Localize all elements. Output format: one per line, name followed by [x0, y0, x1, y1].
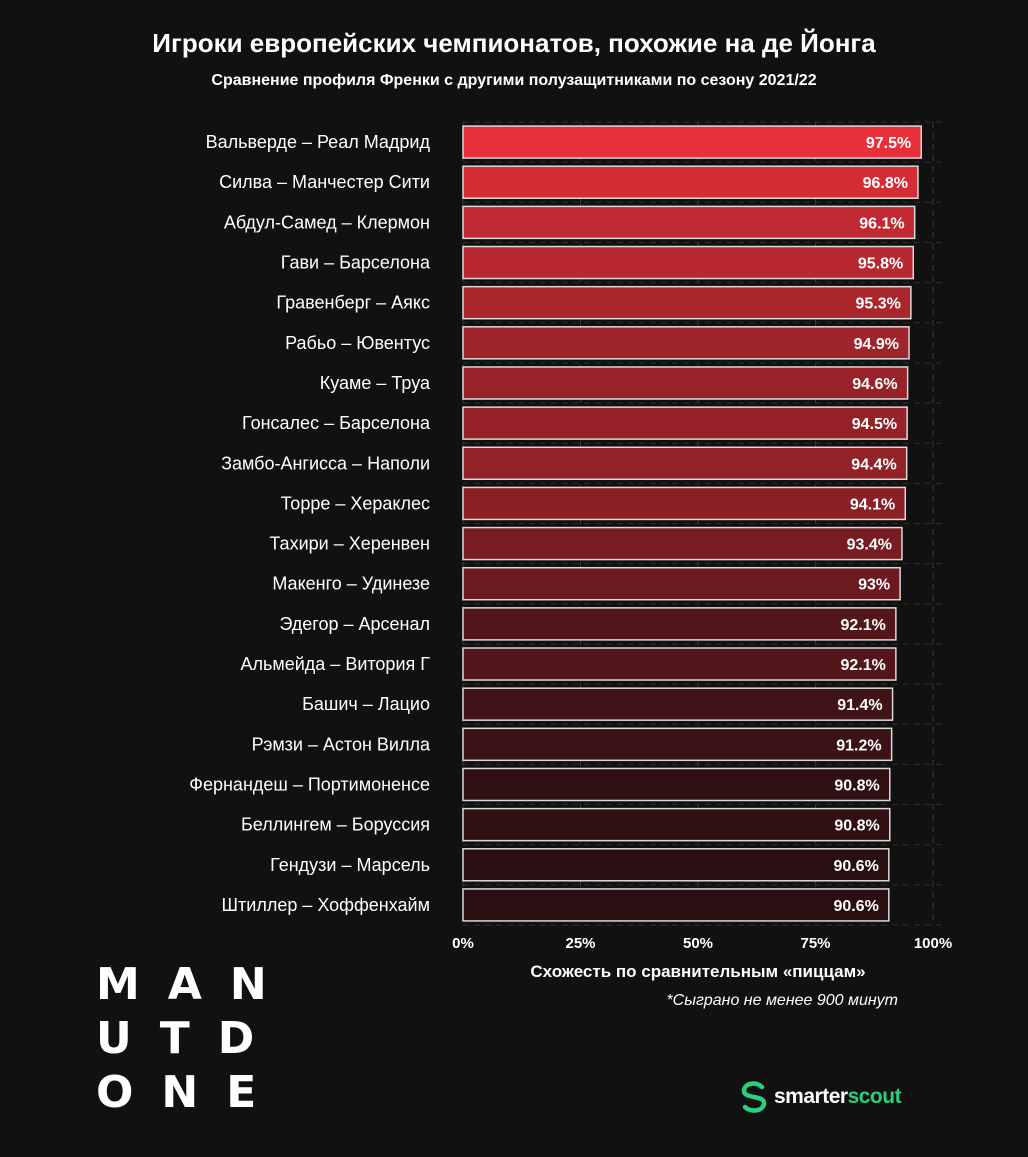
bar-value-label: 94.4%	[851, 456, 896, 473]
bar	[462, 446, 908, 481]
logo-line: ONE	[96, 1067, 285, 1118]
bar	[462, 285, 912, 320]
bar	[462, 165, 919, 199]
bar-chart: 0% 25% 50% 75% 100% Вальверде – Реал Мадрид 97…	[189, 121, 952, 981]
bar-value-label: 90.8%	[834, 818, 879, 835]
bar	[462, 245, 915, 280]
bar-value-label: 94.6%	[852, 376, 897, 393]
category-label: Гендузи – Марсель	[270, 855, 430, 875]
bar-value-label: 92.1%	[840, 657, 885, 674]
category-label: Торре – Хераклес	[281, 493, 430, 513]
category-label: Беллингем – Боруссия	[241, 815, 430, 835]
bar-value-label: 93.4%	[847, 537, 892, 554]
bar	[462, 205, 916, 240]
x-tick-label: 0%	[452, 935, 474, 952]
bar-value-label: 94.9%	[854, 336, 899, 353]
bar-value-label: 94.5%	[852, 416, 897, 433]
category-label: Фернандеш – Портимоненсе	[189, 774, 430, 794]
bar	[462, 807, 891, 842]
category-label: Тахири – Херенвен	[269, 534, 430, 554]
bar	[462, 687, 894, 721]
bar-value-label: 94.1%	[850, 496, 895, 513]
category-label: Эдегор – Арсенал	[279, 614, 430, 634]
bar-value-label: 90.6%	[833, 898, 878, 915]
category-label: Штиллер – Хоффенхайм	[222, 895, 430, 915]
bar	[462, 486, 907, 521]
manutdone-logo: MAN UTD ONE	[96, 958, 295, 1120]
x-tick-label: 50%	[683, 935, 713, 952]
logo-line: UTD	[96, 1013, 283, 1064]
x-tick-label: 100%	[914, 935, 952, 952]
bar	[462, 326, 910, 360]
bar-value-label: 90.8%	[834, 777, 879, 794]
chart-title: Игроки европейских чемпионатов, похожие …	[152, 28, 876, 58]
category-label: Гави – Барселона	[281, 253, 431, 273]
category-label: Башич – Лацио	[302, 694, 430, 714]
brand-text-smarter: smarter	[774, 1085, 848, 1108]
bar	[462, 366, 909, 400]
category-label: Вальверде – Реал Мадрид	[206, 132, 431, 152]
bar	[462, 526, 903, 561]
bar-value-label: 92.1%	[840, 617, 885, 634]
bar-value-label: 96.1%	[859, 215, 904, 232]
footnote: *Сыграно не менее 900 минут	[666, 992, 898, 1009]
category-label: Силва – Манчестер Сити	[219, 172, 430, 192]
bar-value-label: 91.2%	[836, 737, 881, 754]
category-label: Макенго – Удинезе	[272, 574, 430, 594]
category-label: Альмейда – Витория Г	[240, 654, 430, 674]
x-axis-label: Схожесть по сравнительным «пиццам»	[530, 962, 865, 981]
x-tick-label: 25%	[565, 935, 595, 952]
bar-value-label: 91.4%	[837, 697, 882, 714]
x-tick-label: 75%	[800, 935, 830, 952]
category-label: Рабьо – Ювентус	[285, 333, 430, 353]
bar	[462, 848, 890, 882]
brand-text-scout: scout	[847, 1085, 902, 1108]
bar-value-label: 95.3%	[856, 296, 901, 313]
chart-subtitle: Сравнение профиля Френки с другими полуз…	[211, 72, 817, 89]
bar	[462, 125, 922, 159]
category-label: Гравенберг – Аякс	[276, 293, 430, 313]
bar	[462, 406, 908, 440]
bar	[462, 727, 893, 762]
bar	[462, 566, 901, 601]
bar	[462, 647, 897, 681]
bar-value-label: 90.6%	[833, 858, 878, 875]
bar	[462, 607, 897, 641]
category-label: Куаме – Труа	[320, 373, 431, 393]
logo-line: MAN	[96, 959, 295, 1010]
category-label: Замбо-Ангисса – Наполи	[221, 453, 430, 473]
smarterscout-logo: smarterscout	[738, 1080, 902, 1114]
category-label: Гонсалес – Барселона	[242, 413, 431, 433]
bar	[462, 888, 890, 922]
category-label: Абдул-Самед – Клермон	[224, 212, 430, 232]
smarterscout-s-icon	[741, 1081, 767, 1113]
bar-value-label: 97.5%	[866, 135, 911, 152]
category-label: Рэмзи – Астон Вилла	[252, 734, 431, 754]
bar-value-label: 93%	[858, 577, 890, 594]
bar-value-label: 95.8%	[858, 256, 903, 273]
bar-value-label: 96.8%	[863, 175, 908, 192]
bar	[462, 767, 891, 802]
